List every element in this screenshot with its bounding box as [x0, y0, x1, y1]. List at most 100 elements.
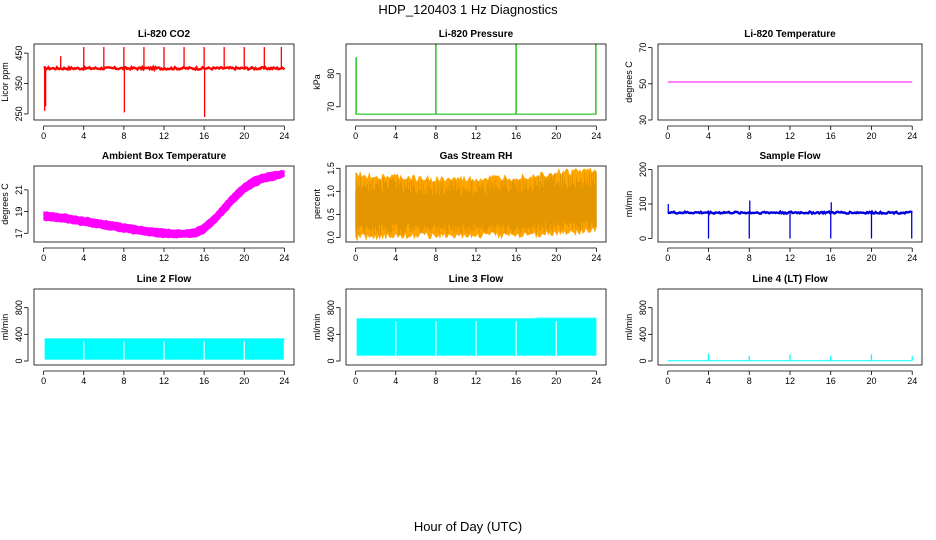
- x-tick-label: 12: [159, 131, 169, 141]
- x-tick-label: 12: [471, 131, 481, 141]
- x-axis: 0 4 8 12 16 20 24: [41, 247, 289, 263]
- plot-frame: [33, 165, 295, 243]
- plot-frame: [657, 288, 923, 366]
- x-tick-label: 16: [199, 253, 209, 263]
- plot-frame: [345, 43, 607, 121]
- y-axis-label: kPa: [312, 74, 322, 90]
- x-tick-label: 24: [907, 253, 917, 263]
- x-tick-label: 0: [353, 376, 358, 386]
- x-tick-label: 24: [279, 253, 289, 263]
- y-axis-label: degrees C: [624, 61, 634, 103]
- x-tick-label: 24: [591, 253, 601, 263]
- x-axis: 0 4 8 12 16 20 24: [41, 125, 289, 141]
- panel-4: Ambient Box Temperature 0 4 8 12 16 20 24 17 19 21…: [0, 151, 295, 263]
- y-tick-label: 0: [326, 358, 336, 363]
- x-tick-label: 4: [706, 253, 711, 263]
- x-tick-label: 20: [551, 131, 561, 141]
- y-axis-label: ml/min: [312, 314, 322, 341]
- x-tick-label: 8: [747, 376, 752, 386]
- y-axis: 0.0 0.5 1.0 1.5 percent: [312, 162, 341, 244]
- x-tick-label: 16: [511, 253, 521, 263]
- panel-3: Li-820 Temperature 0 4 8 12 16 20 24 30 50 70 degre…: [624, 29, 923, 141]
- y-tick-label: 0: [14, 358, 24, 363]
- x-tick-label: 20: [551, 376, 561, 386]
- x-tick-label: 0: [353, 253, 358, 263]
- x-tick-label: 0: [41, 131, 46, 141]
- y-tick-label: 200: [638, 162, 648, 177]
- y-tick-label: 800: [638, 300, 648, 315]
- panel-title: Line 3 Flow: [449, 274, 504, 285]
- y-axis: 0 100 200 ml/min: [624, 162, 653, 241]
- y-axis: 17 19 21 degrees C: [0, 183, 29, 238]
- panel-7: Line 2 Flow 0 4 8 12 16 20 24 0 400 800 ml/min: [0, 274, 295, 386]
- x-tick-label: 8: [121, 131, 126, 141]
- x-tick-label: 24: [907, 376, 917, 386]
- x-tick-label: 24: [279, 131, 289, 141]
- panel-8: Line 3 Flow 0 4 8 12 16 20 24 0 400 800 ml/min: [312, 274, 607, 386]
- y-axis-label: ml/min: [624, 191, 634, 218]
- y-tick-label: 350: [14, 76, 24, 91]
- y-tick-label: 17: [14, 228, 24, 238]
- plot-frame: [33, 288, 295, 366]
- x-tick-label: 16: [199, 131, 209, 141]
- y-tick-label: 19: [14, 207, 24, 217]
- y-tick-label: 100: [638, 196, 648, 211]
- y-tick-label: 1.5: [326, 162, 336, 175]
- y-tick-label: 70: [638, 43, 648, 53]
- panel-title: Li-820 Pressure: [439, 29, 514, 40]
- x-axis: 0 4 8 12 16 20 24: [665, 370, 917, 386]
- x-tick-label: 24: [907, 131, 917, 141]
- x-tick-label: 4: [81, 376, 86, 386]
- x-axis: 0 4 8 12 16 20 24: [665, 247, 917, 263]
- panel-9: Line 4 (LT) Flow 0 4 8 12 16 20 24 0 400 800 ml/min: [624, 274, 923, 386]
- x-tick-label: 12: [159, 253, 169, 263]
- y-axis-label: degrees C: [0, 183, 10, 225]
- y-tick-label: 0.0: [326, 231, 336, 244]
- y-tick-label: 800: [326, 300, 336, 315]
- y-axis: 30 50 70 degrees C: [624, 43, 653, 125]
- x-tick-label: 8: [433, 253, 438, 263]
- y-tick-label: 70: [326, 102, 336, 112]
- plot-frame: [345, 288, 607, 366]
- x-tick-label: 16: [511, 131, 521, 141]
- x-axis: 0 4 8 12 16 20 24: [41, 370, 289, 386]
- data-band: [536, 317, 597, 319]
- x-tick-label: 12: [471, 253, 481, 263]
- x-tick-label: 8: [433, 131, 438, 141]
- y-tick-label: 400: [638, 327, 648, 342]
- x-tick-label: 0: [665, 376, 670, 386]
- y-axis: 250 350 450 Licor ppm: [0, 46, 29, 121]
- data-trace: [43, 64, 286, 73]
- x-tick-label: 16: [826, 376, 836, 386]
- y-tick-label: 21: [14, 185, 24, 195]
- x-tick-label: 20: [866, 131, 876, 141]
- x-tick-label: 4: [81, 253, 86, 263]
- y-axis: 0 400 800 ml/min: [312, 300, 341, 364]
- panel-5: Gas Stream RH 0 4 8 12 16 20 24 0.0 0.5 1.0 1.5 perc…: [312, 151, 607, 263]
- x-axis: 0 4 8 12 16 20 24: [353, 247, 601, 263]
- x-tick-label: 12: [159, 376, 169, 386]
- plot-frame: [345, 165, 607, 243]
- panel-title: Sample Flow: [759, 151, 820, 162]
- plot-frame: [657, 165, 923, 243]
- x-tick-label: 12: [785, 131, 795, 141]
- panel-title: Line 2 Flow: [137, 274, 192, 285]
- x-tick-label: 24: [591, 376, 601, 386]
- y-tick-label: 50: [638, 79, 648, 89]
- panel-1: Li-820 CO2 0 4 8 12 16 20 24 250 350 450 Licor ppm: [0, 29, 295, 141]
- y-tick-label: 0.5: [326, 208, 336, 221]
- panel-6: Sample Flow 0 4 8 12 16 20 24 0 100 200 ml/min: [624, 151, 923, 263]
- y-tick-label: 0: [638, 236, 648, 241]
- panel-title: Line 4 (LT) Flow: [752, 274, 828, 285]
- x-tick-label: 8: [747, 253, 752, 263]
- y-axis-label: ml/min: [624, 314, 634, 341]
- x-tick-label: 8: [433, 376, 438, 386]
- y-tick-label: 400: [326, 327, 336, 342]
- y-tick-label: 1.0: [326, 185, 336, 198]
- plot-frame: [33, 43, 295, 121]
- x-tick-label: 0: [665, 253, 670, 263]
- x-axis: 0 4 8 12 16 20 24: [353, 125, 601, 141]
- x-axis: 0 4 8 12 16 20 24: [353, 370, 601, 386]
- x-tick-label: 8: [121, 253, 126, 263]
